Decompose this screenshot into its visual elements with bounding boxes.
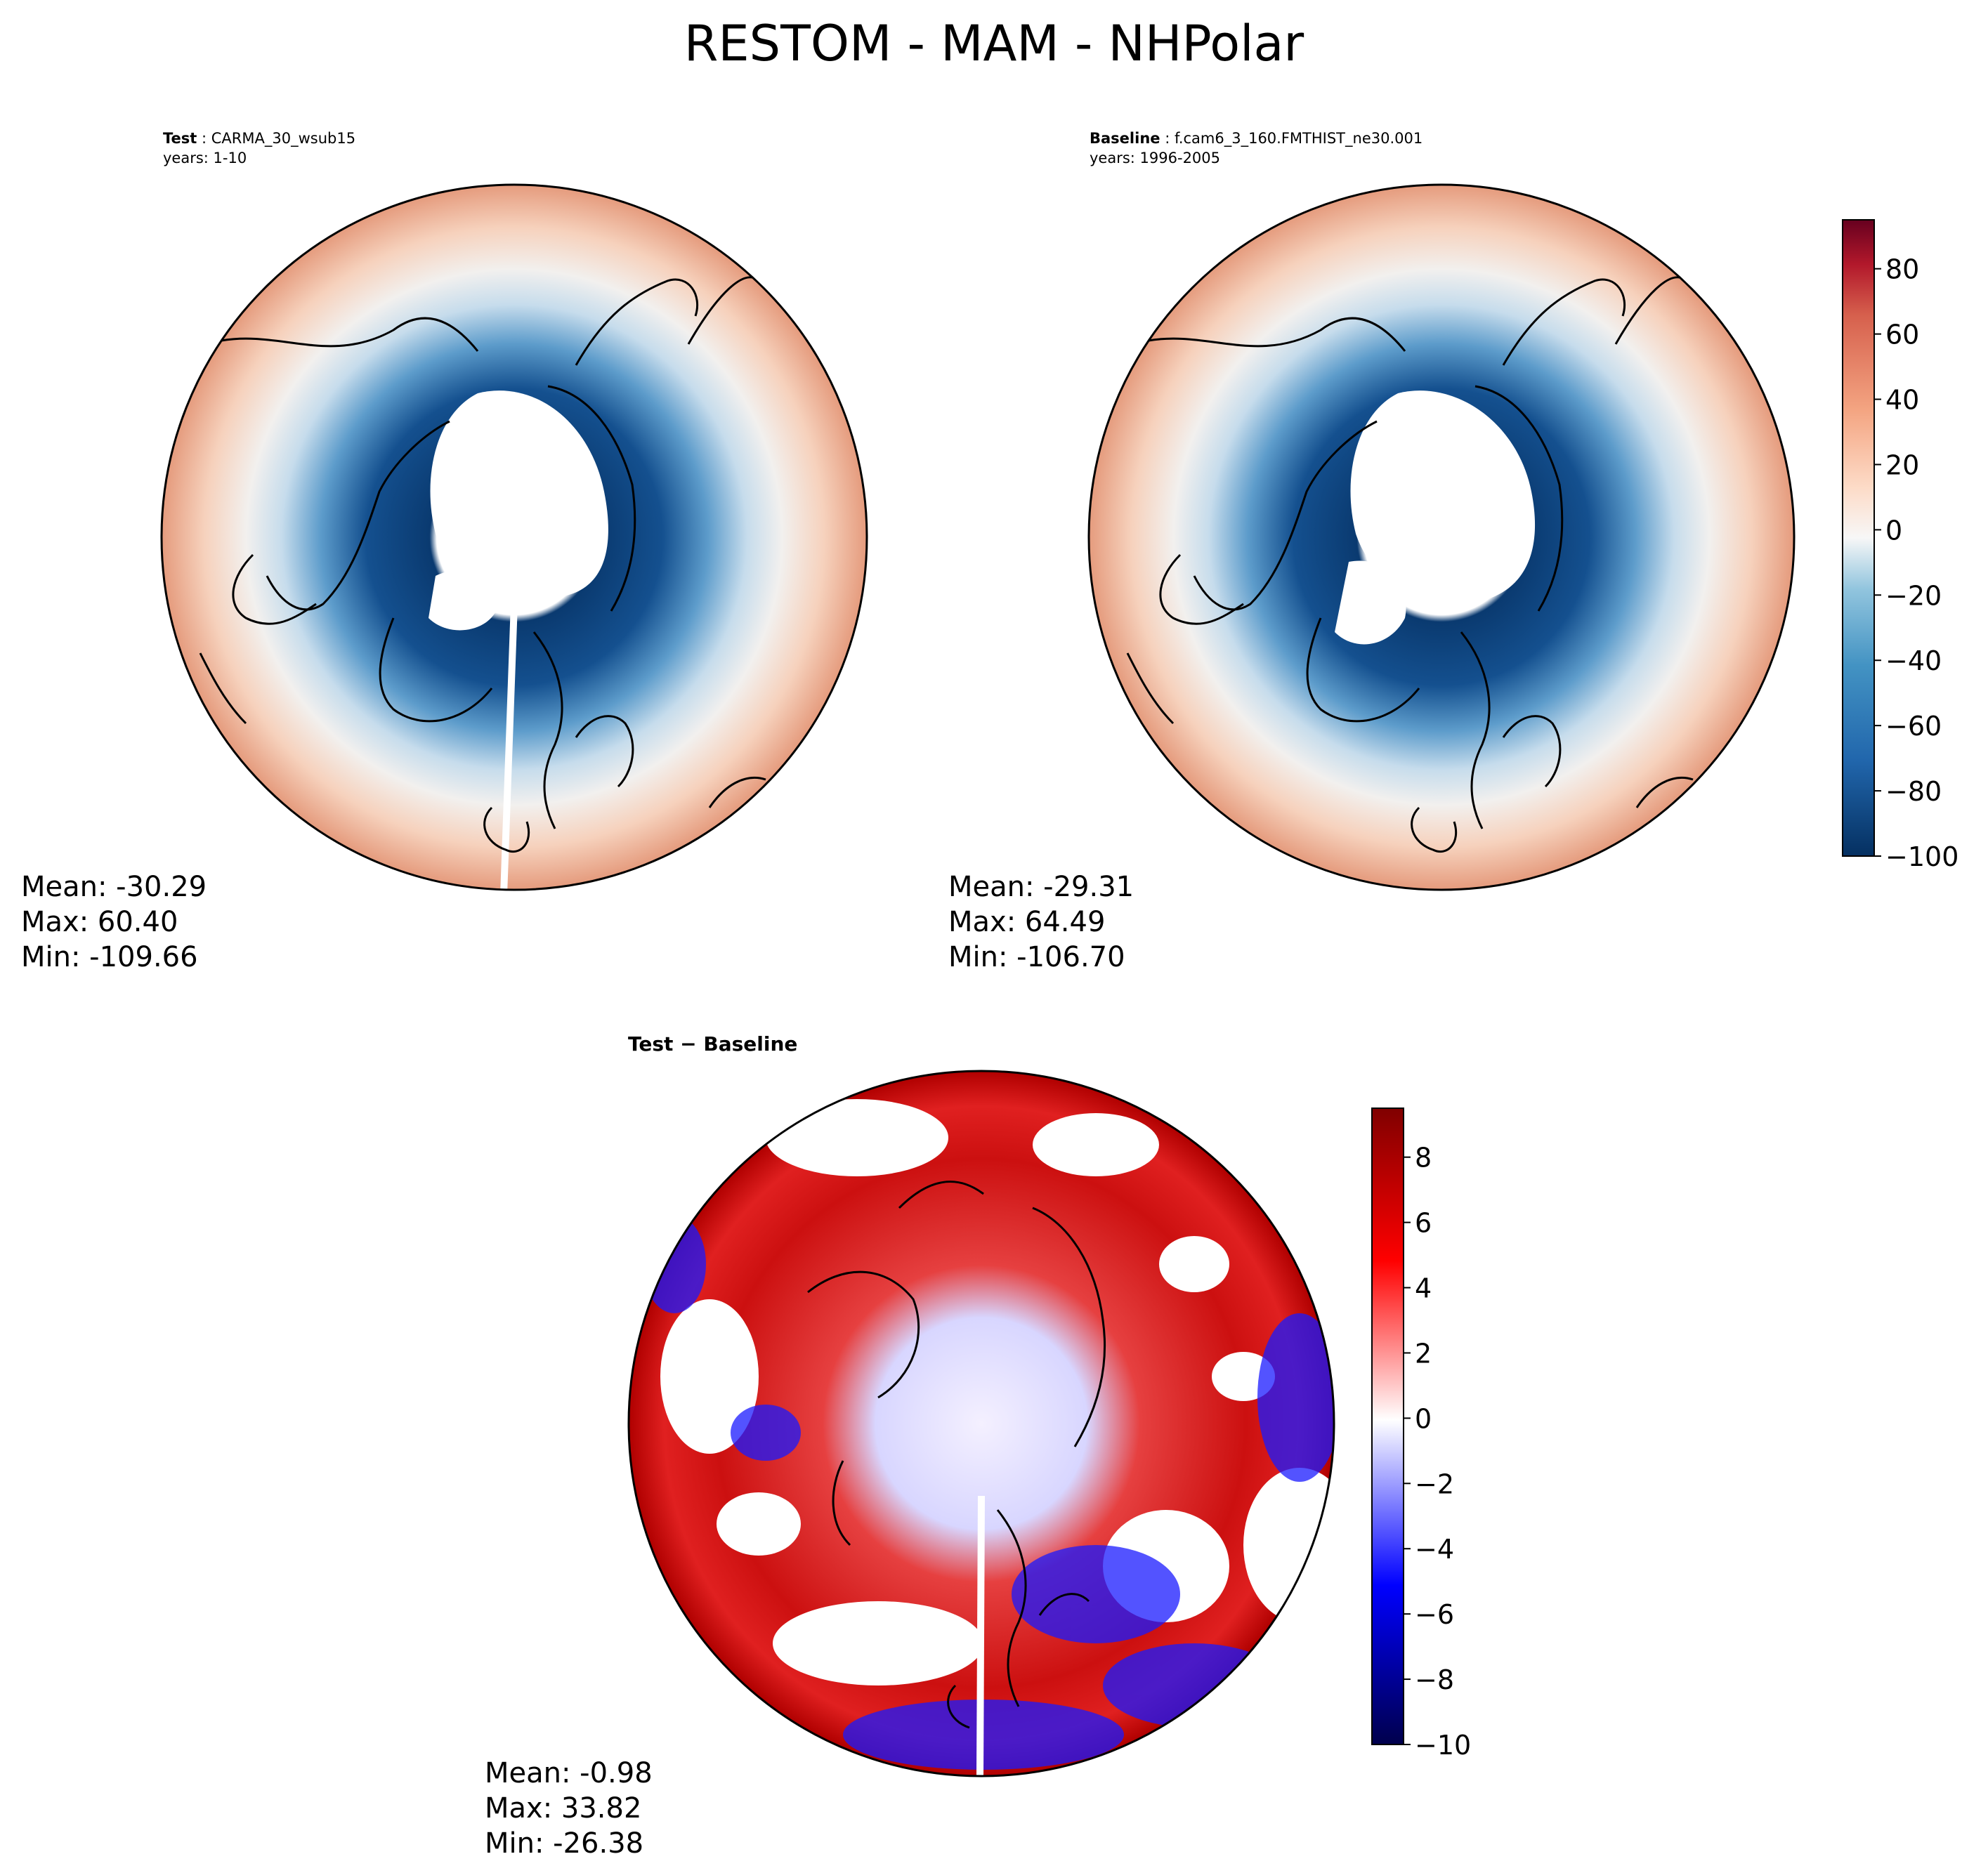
diff-map-frame (627, 1070, 1335, 1777)
colorbar-absolute-tick-label: −40 (1885, 645, 1942, 676)
diff-stats: Mean: -0.98 Max: 33.82 Min: -26.38 (485, 1756, 653, 1861)
colorbar-diff-tick-label: −10 (1415, 1730, 1471, 1761)
colorbar-absolute-tick-label: 40 (1885, 385, 1919, 416)
colorbar-diff (1371, 1108, 1404, 1745)
test-map (162, 185, 867, 890)
test-case-name: CARMA_30_wsub15 (211, 130, 356, 147)
baseline-case-name: f.cam6_3_160.FMTHIST_ne30.001 (1174, 130, 1423, 147)
colorbar-absolute (1842, 219, 1875, 857)
test-min: Min: -109.66 (21, 941, 198, 973)
colorbar-diff-tick-label: −2 (1415, 1468, 1454, 1499)
colorbar-diff-tick-label: 6 (1415, 1208, 1432, 1239)
colorbar-absolute-tick-label: 0 (1885, 515, 1902, 546)
baseline-title-bold: Baseline (1090, 130, 1160, 147)
baseline-map (1089, 185, 1794, 890)
colorbar-absolute-tick-label: −80 (1885, 776, 1942, 807)
test-pole-mask (430, 390, 608, 598)
baseline-stats: Mean: -29.31 Max: 64.49 Min: -106.70 (948, 869, 1134, 975)
colorbar-diff-tick-label: 8 (1415, 1143, 1432, 1174)
baseline-pole-mask (1350, 390, 1536, 604)
colorbar-absolute-tick-label: 60 (1885, 320, 1919, 350)
test-seam (500, 604, 518, 890)
diff-map (629, 1071, 1334, 1776)
baseline-mean: Mean: -29.31 (948, 871, 1134, 903)
diff-seam (976, 1496, 985, 1776)
colorbar-diff-tick-label: −6 (1415, 1599, 1454, 1630)
colorbar-diff-tick-label: 0 (1415, 1403, 1432, 1434)
colorbar-diff-tick-label: −8 (1415, 1664, 1454, 1695)
diff-min: Min: -26.38 (485, 1827, 644, 1860)
colorbar-absolute-ticks: −100 −80 −60 −40 −20 0 20 40 60 80 (1874, 254, 1958, 872)
baseline-mask-patch (1335, 560, 1406, 645)
baseline-years: years: 1996-2005 (1090, 150, 1221, 166)
diff-title: Test − Baseline (628, 1032, 798, 1056)
colorbar-absolute-tick-label: 20 (1885, 449, 1919, 480)
colorbar-absolute-tick-label: 80 (1885, 254, 1919, 285)
test-mean: Mean: -30.29 (21, 871, 207, 903)
colorbar-absolute-tick-label: −100 (1885, 841, 1958, 872)
baseline-title: Baseline : f.cam6_3_160.FMTHIST_ne30.001 (1090, 130, 1423, 147)
test-mask-patch (429, 570, 499, 631)
baseline-coastlines (1126, 276, 1694, 853)
test-years: years: 1-10 (163, 150, 247, 166)
test-stats: Mean: -30.29 Max: 60.40 Min: -109.66 (21, 869, 207, 975)
test-title-bold: Test (163, 130, 197, 147)
baseline-map-frame (1087, 183, 1796, 891)
baseline-max: Max: 64.49 (948, 906, 1106, 938)
diff-mean: Mean: -0.98 (485, 1757, 653, 1789)
diff-masked-regions (660, 1099, 1334, 1685)
test-title: Test : CARMA_30_wsub15 (163, 130, 356, 147)
test-coastlines (199, 276, 766, 853)
colorbar-absolute-tick-label: −20 (1885, 580, 1942, 611)
test-max: Max: 60.40 (21, 906, 178, 938)
colorbar-diff-tick-label: 4 (1415, 1273, 1432, 1304)
test-map-frame (160, 183, 868, 891)
diff-max: Max: 33.82 (485, 1792, 642, 1825)
colorbar-diff-ticks: −10 −8 −6 −4 −2 0 2 4 6 8 (1404, 1143, 1471, 1761)
diff-coastlines (807, 1181, 1106, 1729)
figure-title: RESTOM - MAM - NHPolar (684, 15, 1304, 72)
colorbar-diff-tick-label: −4 (1415, 1534, 1454, 1565)
colorbar-absolute-tick-label: −60 (1885, 711, 1942, 742)
colorbar-diff-tick-label: 2 (1415, 1338, 1432, 1369)
baseline-min: Min: -106.70 (948, 941, 1125, 973)
